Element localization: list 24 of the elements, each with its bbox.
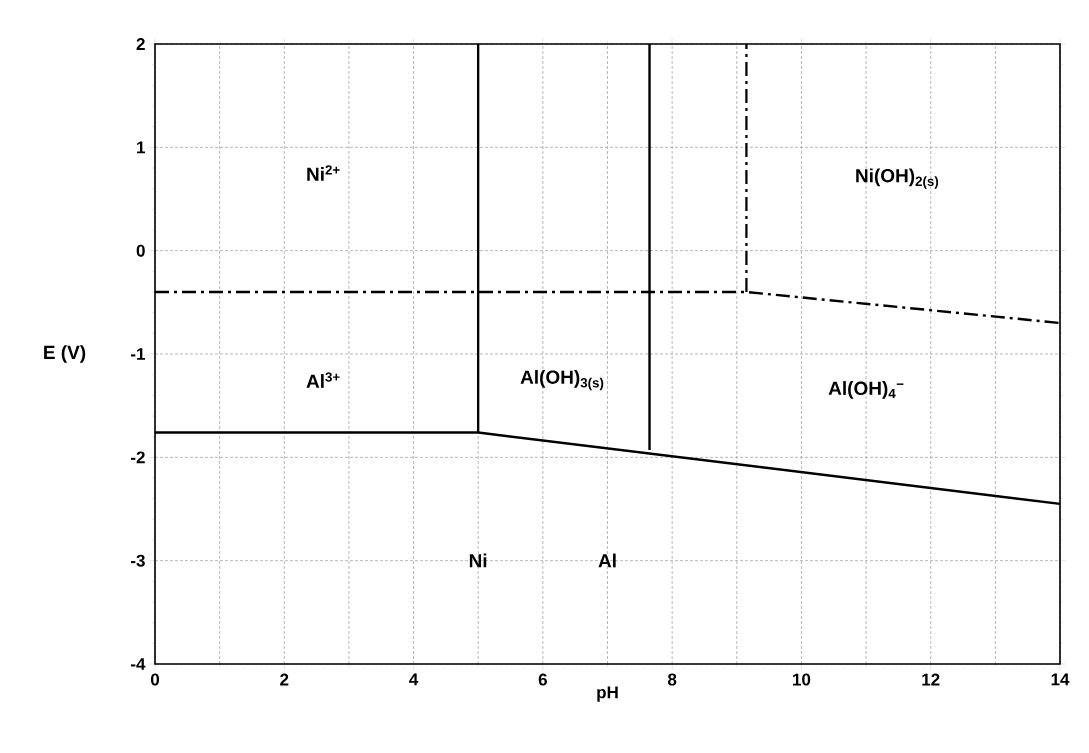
y-tick-label: 0: [136, 244, 145, 257]
y-tick-label: -3: [131, 554, 145, 567]
x-tick-label: 6: [538, 673, 547, 686]
y-axis-title: E (V): [44, 345, 86, 363]
annotation: Ni$^{2+}$: [307, 165, 340, 181]
y-tick-label: -4: [131, 658, 146, 670]
annotation: Ni(OH)$_{2(s)}$: [856, 168, 939, 189]
x-tick-label: 10: [793, 673, 811, 686]
y-tick-label: -1: [131, 348, 145, 360]
x-axis-title: pH: [597, 686, 618, 702]
annotation: Al$^{3+}$: [306, 372, 340, 388]
x-tick-label: 12: [922, 673, 940, 686]
x-tick-label: 8: [667, 673, 677, 686]
x-tick-label: 4: [409, 673, 419, 686]
y-tick-label: -2: [131, 451, 145, 464]
y-tick-label: 1: [137, 141, 145, 154]
x-tick-label: 0: [150, 673, 160, 686]
x-tick-label: 2: [280, 673, 289, 686]
x-tick-label: 14: [1051, 673, 1070, 686]
annotation: Al: [598, 553, 616, 568]
annotation: Al(OH)$_{4}$−: [828, 381, 904, 399]
y-tick-label: 2: [136, 38, 145, 50]
annotation: Ni: [469, 553, 487, 568]
annotation: Al(OH)$_{3(s)}$: [520, 369, 604, 391]
